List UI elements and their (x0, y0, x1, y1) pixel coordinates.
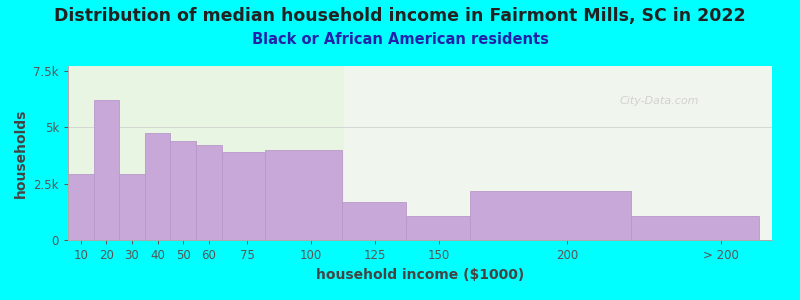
Text: Distribution of median household income in Fairmont Mills, SC in 2022: Distribution of median household income … (54, 8, 746, 26)
Bar (342, 202, 406, 240)
Text: City-Data.com: City-Data.com (620, 96, 699, 106)
Bar (94, 100, 119, 240)
Bar (222, 152, 265, 240)
Bar (196, 145, 222, 240)
Bar (145, 133, 170, 240)
Y-axis label: households: households (14, 108, 28, 198)
Bar (406, 216, 470, 240)
Bar (119, 175, 145, 240)
Bar (345, 66, 772, 240)
Bar (470, 191, 631, 240)
Bar (631, 216, 759, 240)
Text: Black or African American residents: Black or African American residents (251, 32, 549, 46)
Bar (68, 175, 94, 240)
X-axis label: household income ($1000): household income ($1000) (316, 268, 524, 282)
Bar (265, 150, 342, 240)
Bar (170, 141, 196, 240)
